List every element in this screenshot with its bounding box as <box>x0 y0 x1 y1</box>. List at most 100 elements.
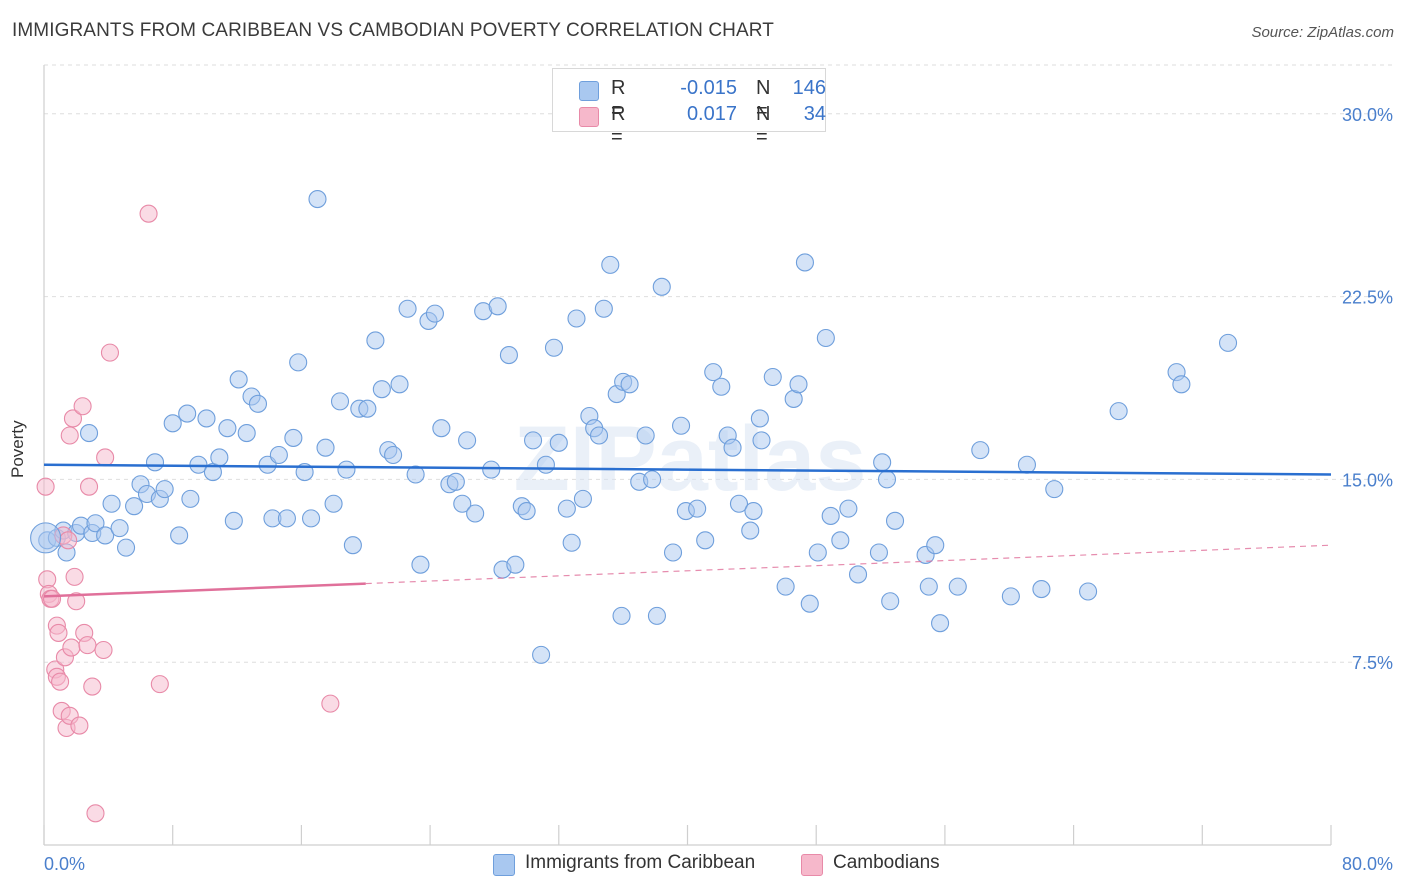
point-caribbean <box>532 645 551 664</box>
point-caribbean <box>601 255 620 274</box>
n-label: N = <box>756 77 771 122</box>
point-caribbean <box>324 494 343 513</box>
point-cambodians <box>96 448 115 467</box>
point-caribbean <box>1001 587 1020 606</box>
n-label: N = <box>756 103 771 148</box>
point-cambodians <box>51 672 70 691</box>
point-caribbean <box>573 489 592 508</box>
point-caribbean <box>411 555 430 574</box>
point-cambodians <box>83 677 102 696</box>
point-caribbean <box>643 470 662 489</box>
point-caribbean <box>647 606 666 625</box>
point-caribbean <box>741 521 760 540</box>
point-cambodians <box>139 204 158 223</box>
point-caribbean <box>567 309 586 328</box>
x-tick-label: 80.0% <box>1342 854 1393 874</box>
point-caribbean <box>316 438 335 457</box>
point-caribbean <box>197 409 216 428</box>
point-caribbean <box>79 424 99 443</box>
point-caribbean <box>277 509 296 528</box>
point-caribbean <box>612 606 631 625</box>
point-cambodians <box>100 343 120 362</box>
chart-title: IMMIGRANTS FROM CARIBBEAN VS CAMBODIAN P… <box>12 20 774 41</box>
point-caribbean <box>284 428 303 447</box>
point-cambodians <box>70 716 89 735</box>
point-caribbean <box>30 522 62 554</box>
point-cambodians <box>36 477 55 496</box>
r-value: -0.015 <box>680 77 737 99</box>
source-credit: Source: ZipAtlas.com <box>1251 24 1394 41</box>
point-caribbean <box>672 416 691 435</box>
point-caribbean <box>789 375 808 394</box>
point-caribbean <box>248 394 268 413</box>
trend-lines <box>43 463 1332 598</box>
trend-line-cambodians-projection <box>365 544 1332 585</box>
point-caribbean <box>821 506 840 525</box>
point-cambodians <box>63 409 83 428</box>
point-caribbean <box>877 470 897 489</box>
stats-legend: R = -0.015 N = 146 R = 0.017 N = 34 <box>552 68 826 148</box>
point-caribbean <box>663 543 683 562</box>
point-cambodians <box>49 623 68 642</box>
point-caribbean <box>620 375 639 394</box>
point-caribbean <box>636 426 655 445</box>
point-cambodians <box>94 640 113 660</box>
swatch-cambodians <box>579 107 599 127</box>
point-caribbean <box>744 502 763 521</box>
point-caribbean <box>116 538 136 557</box>
legend-swatch-cambodians <box>801 854 823 876</box>
r-label: R = <box>611 77 626 122</box>
y-axis-label: Poverty <box>8 420 27 478</box>
point-caribbean <box>289 353 308 372</box>
point-caribbean <box>869 543 888 562</box>
point-caribbean <box>1079 582 1098 601</box>
data-points <box>30 190 1238 823</box>
y-tick-label: 22.5% <box>1342 288 1393 308</box>
point-caribbean <box>652 277 671 296</box>
point-caribbean <box>831 531 850 550</box>
point-caribbean <box>589 426 609 445</box>
point-cambodians <box>42 589 62 608</box>
point-caribbean <box>1045 480 1064 499</box>
point-cambodians <box>59 531 78 550</box>
point-caribbean <box>688 499 707 518</box>
point-caribbean <box>506 555 525 574</box>
point-caribbean <box>406 465 425 484</box>
point-caribbean <box>102 494 121 513</box>
point-caribbean <box>384 445 403 465</box>
point-cambodians <box>321 694 340 713</box>
point-cambodians <box>86 804 105 823</box>
point-caribbean <box>948 577 967 596</box>
point-caribbean <box>562 533 581 552</box>
tick-labels: 7.5% 15.0% 22.5% 30.0% 0.0% 80.0% <box>44 105 1393 874</box>
point-caribbean <box>125 497 144 516</box>
point-caribbean <box>178 404 197 423</box>
point-cambodians <box>62 638 81 657</box>
point-caribbean <box>269 445 288 465</box>
trend-line-caribbean <box>43 463 1332 476</box>
point-caribbean <box>1017 455 1036 474</box>
point-caribbean <box>885 511 905 530</box>
legend-swatch-caribbean <box>493 854 515 876</box>
point-caribbean <box>390 375 409 394</box>
point-caribbean <box>210 448 229 467</box>
point-cambodians <box>79 477 99 496</box>
point-caribbean <box>808 543 827 562</box>
point-caribbean <box>1218 333 1238 352</box>
point-caribbean <box>170 526 189 545</box>
point-caribbean <box>482 460 501 479</box>
point-caribbean <box>145 453 165 472</box>
point-caribbean <box>343 536 362 555</box>
point-caribbean <box>729 494 749 513</box>
point-caribbean <box>557 499 576 518</box>
point-caribbean <box>549 433 568 452</box>
point-caribbean <box>536 455 555 474</box>
point-cambodians <box>65 567 84 586</box>
point-caribbean <box>425 304 444 323</box>
point-caribbean <box>337 460 356 479</box>
point-caribbean <box>971 441 990 460</box>
r-label: R = <box>611 103 626 148</box>
grid-lines <box>44 64 1394 663</box>
point-caribbean <box>110 519 129 538</box>
